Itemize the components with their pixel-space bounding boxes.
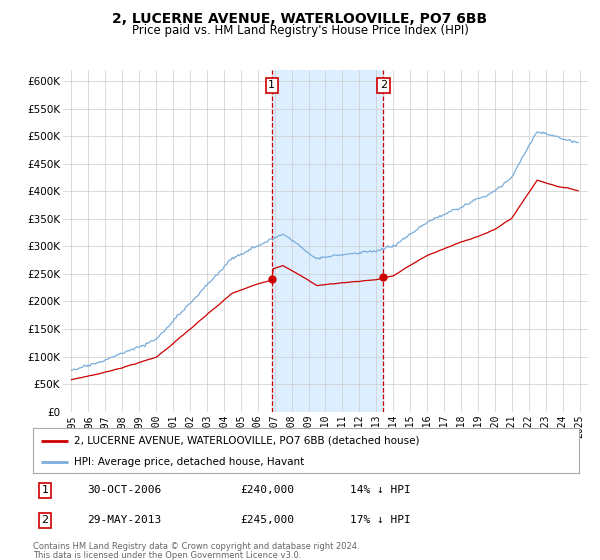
- Text: 29-MAY-2013: 29-MAY-2013: [88, 516, 162, 525]
- Text: £240,000: £240,000: [241, 486, 295, 495]
- Text: 2: 2: [380, 81, 387, 90]
- Text: Contains HM Land Registry data © Crown copyright and database right 2024.: Contains HM Land Registry data © Crown c…: [33, 542, 359, 550]
- Text: 14% ↓ HPI: 14% ↓ HPI: [350, 486, 410, 495]
- Text: 2, LUCERNE AVENUE, WATERLOOVILLE, PO7 6BB: 2, LUCERNE AVENUE, WATERLOOVILLE, PO7 6B…: [112, 12, 488, 26]
- Text: 17% ↓ HPI: 17% ↓ HPI: [350, 516, 410, 525]
- Text: 2, LUCERNE AVENUE, WATERLOOVILLE, PO7 6BB (detached house): 2, LUCERNE AVENUE, WATERLOOVILLE, PO7 6B…: [74, 436, 419, 446]
- Text: This data is licensed under the Open Government Licence v3.0.: This data is licensed under the Open Gov…: [33, 551, 301, 560]
- Text: 30-OCT-2006: 30-OCT-2006: [88, 486, 162, 495]
- Text: HPI: Average price, detached house, Havant: HPI: Average price, detached house, Hava…: [74, 457, 304, 467]
- Text: £245,000: £245,000: [241, 516, 295, 525]
- Bar: [272, 70, 383, 412]
- Text: 2: 2: [41, 516, 49, 525]
- Text: 1: 1: [268, 81, 275, 90]
- Text: 1: 1: [41, 486, 49, 495]
- Text: Price paid vs. HM Land Registry's House Price Index (HPI): Price paid vs. HM Land Registry's House …: [131, 24, 469, 36]
